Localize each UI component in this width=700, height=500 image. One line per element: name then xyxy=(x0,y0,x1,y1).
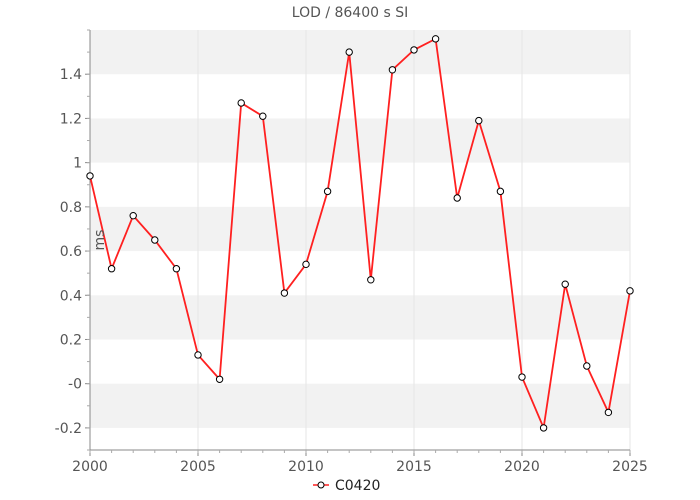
data-point xyxy=(453,194,461,202)
data-point xyxy=(302,260,310,269)
y-tick-label: 1.4 xyxy=(60,67,82,83)
data-point xyxy=(345,48,353,56)
y-tick-label: 0.6 xyxy=(60,244,82,260)
data-point xyxy=(194,351,202,359)
data-point xyxy=(323,187,332,196)
y-tick-label: 0.2 xyxy=(60,332,82,348)
y-axis-label: ms xyxy=(92,230,108,251)
data-point xyxy=(539,424,548,432)
data-point xyxy=(518,373,526,381)
legend-point-marker xyxy=(317,481,325,489)
data-point xyxy=(129,211,137,220)
x-tick-label: 2005 xyxy=(180,459,216,475)
x-tick-label: 2015 xyxy=(396,459,432,475)
x-axis-ticks: 2000 2005 2010 2015 2020 2025 xyxy=(72,450,648,475)
legend[interactable]: C0420 xyxy=(313,478,380,494)
data-point xyxy=(604,408,613,417)
y-tick-label: 1.2 xyxy=(60,111,82,127)
grid-bands xyxy=(90,30,630,428)
data-point xyxy=(280,289,289,297)
x-tick-label: 2010 xyxy=(288,459,324,475)
data-point xyxy=(388,66,397,74)
data-point xyxy=(431,35,440,43)
data-point xyxy=(561,280,569,288)
data-point xyxy=(86,172,94,180)
data-point xyxy=(259,112,267,120)
data-point xyxy=(475,116,483,125)
data-point xyxy=(107,265,116,273)
grid-band xyxy=(90,295,630,340)
y-tick-label: 0.8 xyxy=(60,200,82,216)
x-tick-label: 2000 xyxy=(72,459,108,475)
legend-label: C0420 xyxy=(335,478,380,494)
y-tick-label: 1 xyxy=(73,156,82,172)
series-line xyxy=(89,37,631,432)
data-point xyxy=(410,46,418,54)
chart-title: LOD / 86400 s SI xyxy=(292,5,408,21)
data-point xyxy=(626,287,634,295)
data-point xyxy=(215,375,224,383)
data-point xyxy=(151,236,159,244)
data-point xyxy=(237,99,245,107)
y-tick-label: 0.4 xyxy=(60,288,82,304)
y-tick-label: -0.2 xyxy=(55,421,82,437)
series-group xyxy=(86,35,634,432)
y-axis-ticks: -0.2 -0 0.2 0.4 0.6 0.8 1 1.2 1.4 xyxy=(55,29,90,451)
data-point xyxy=(583,362,591,370)
x-tick-label: 2025 xyxy=(612,459,648,475)
x-tick-label: 2020 xyxy=(504,459,540,475)
data-point xyxy=(367,276,375,284)
y-tick-label: -0 xyxy=(68,377,82,393)
grid-band xyxy=(90,206,630,252)
data-point xyxy=(496,187,505,196)
grid-band xyxy=(90,118,630,163)
data-point xyxy=(172,265,181,273)
grid-band xyxy=(90,30,630,75)
